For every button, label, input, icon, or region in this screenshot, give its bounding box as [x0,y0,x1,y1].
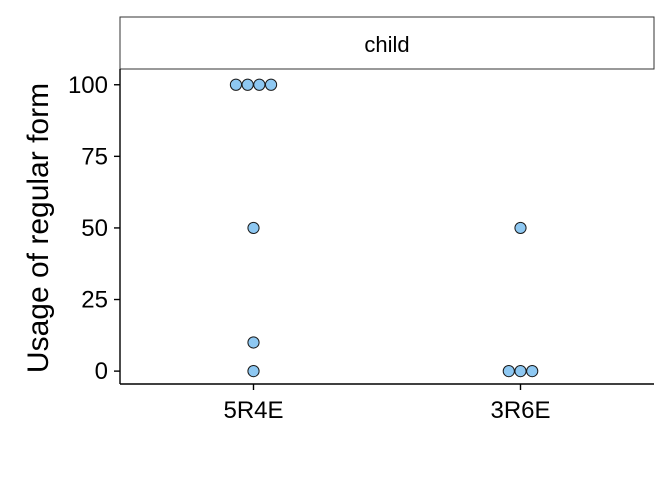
y-tick-label: 25 [81,287,108,314]
data-point [253,78,266,91]
data-point [247,221,260,235]
data-point [247,336,260,349]
data-point [229,78,243,91]
y-tick-label: 100 [68,72,108,99]
x-tick-label: 5R4E [223,397,283,424]
x-tick-label: 3R6E [490,397,550,424]
y-tick-label: 75 [81,143,108,170]
data-point [241,78,254,91]
data-point [502,365,515,378]
data-point [247,365,260,378]
y-axis-ticks: 0 25 50 75 100 [68,72,120,385]
data-point [264,78,278,91]
data-point [514,365,527,378]
plot-panel: 0 25 50 75 100 5R4E 3R6E [68,69,654,424]
facet-strip-label: child [364,32,409,57]
facet-strip-background [119,16,655,70]
data-point [514,221,527,235]
y-axis-title: Usage of regular form [22,83,55,373]
x-axis-ticks: 5R4E 3R6E [223,384,551,424]
data-points [229,78,539,378]
y-tick-label: 0 [95,358,108,385]
y-tick-label: 50 [81,215,108,242]
data-point [526,365,539,378]
facet-strip: child [119,16,655,70]
